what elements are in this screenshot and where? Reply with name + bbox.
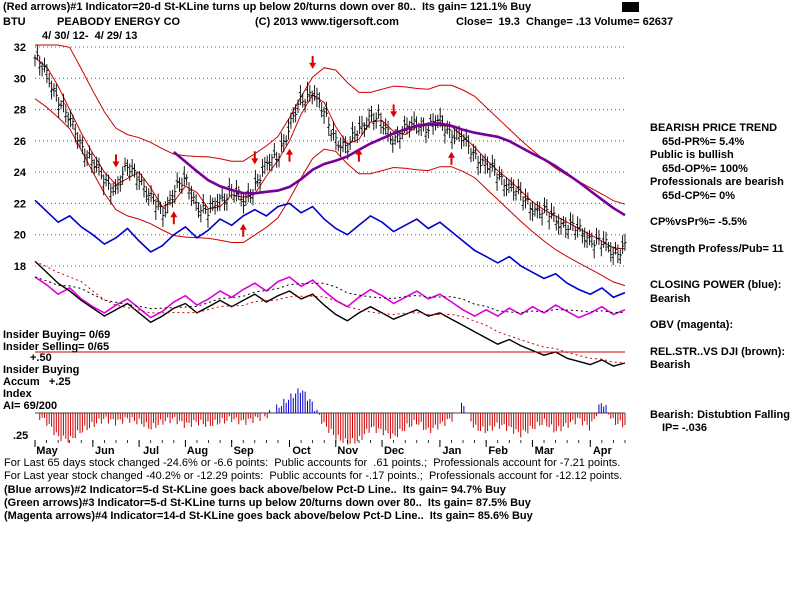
price-axis-label: 30: [14, 73, 26, 85]
highlight-block: [622, 2, 639, 12]
closing-power-line: [34, 199, 626, 299]
footer-line: (Magenta arrows)#4 Indicator=14-d St-KLi…: [4, 510, 533, 523]
right-panel-line: 65d-OP%= 100%: [662, 162, 748, 175]
month-axis-label: May: [36, 445, 58, 457]
right-panel-line: Bearish: [650, 292, 691, 305]
month-axis-label: Oct: [292, 445, 311, 457]
right-panel-line: Professionals are bearish: [650, 176, 784, 188]
price-axis-label: 24: [14, 167, 27, 179]
right-panel-line: Bearish: Distubtion Falling: [650, 408, 790, 421]
price-axis-label: 20: [14, 230, 26, 242]
price-axis-label: 22: [14, 198, 26, 210]
month-axis: May Jun Jul Aug Sep Oct Nov Dec Jan Feb Mar Apr: [34, 440, 626, 457]
copyright-text: (C) 2013 www.tigersoft.com: [255, 16, 399, 28]
accum-histogram: [35, 388, 626, 445]
footer-line: (Blue arrows)#2 Indicator=5-d St-KLine g…: [4, 483, 506, 496]
rel-str-vs-dji-line: [34, 260, 626, 367]
insider-selling-label: Insider Selling= 0/65: [3, 341, 110, 353]
ma-purple-line: [172, 122, 626, 217]
right-panel-line: 65d-PR%= 5.4%: [662, 135, 745, 148]
indicator1-caption: (Red arrows)#1 Indicator=20-d St-KLine t…: [3, 1, 532, 13]
right-panel-line: IP= -.036: [662, 422, 707, 434]
company-name: PEABODY ENERGY CO: [57, 16, 181, 28]
date-range: 4/ 30/ 12- 4/ 29/ 13: [42, 30, 138, 42]
accum-index-value: AI= 69/200: [3, 400, 58, 412]
candlesticks: [33, 45, 627, 266]
accum-index-label-2: Accum +.25: [3, 376, 71, 388]
ticker-symbol: BTU: [3, 16, 26, 28]
month-axis-label: Jun: [95, 445, 115, 457]
footer-line: For Last 65 days stock changed -24.6% or…: [4, 457, 621, 469]
accum-index-label-1: Insider Buying: [3, 364, 80, 376]
month-axis-label: Feb: [488, 445, 508, 457]
price-axis-label: 32: [14, 42, 26, 54]
month-axis-label: Aug: [187, 445, 208, 457]
grid-layer: 32 30 28 26 24 22 20 18: [14, 42, 625, 273]
price-axis-label: 28: [14, 105, 26, 117]
month-axis-label: Jul: [143, 445, 159, 457]
quote-summary: Close= 19.3 Change= .13 Volume= 62637: [456, 16, 674, 28]
analysis-panel: BEARISH PRICE TREND 65d-PR%= 5.4% Public i…: [650, 122, 799, 436]
accum-scale-25: .25: [13, 430, 29, 442]
month-axis-label: Mar: [535, 445, 555, 457]
right-panel-line: CP%vsPr%= -5.5%: [650, 216, 747, 228]
right-panel-line: CLOSING POWER (blue):: [650, 279, 782, 291]
band-lines: [34, 44, 626, 287]
insider-buying-label: Insider Buying= 0/69: [3, 329, 111, 341]
footer-commentary: For Last 65 days stock changed -24.6% or…: [4, 457, 796, 523]
price-axis-label: 26: [14, 136, 26, 148]
right-panel-line: REL.STR..VS DJI (brown):: [650, 345, 786, 358]
right-panel-line: OBV (magenta):: [650, 319, 734, 331]
month-axis-label: Nov: [337, 445, 359, 457]
month-axis-label: Sep: [234, 445, 254, 457]
right-panel-line: Strength Profess/Pub= 11: [650, 242, 784, 255]
right-panel-line: Public is bullish: [650, 149, 734, 161]
month-axis-label: Jan: [442, 445, 461, 457]
right-panel-line: BEARISH PRICE TREND: [650, 122, 778, 134]
right-panel-line: 65d-CP%= 0%: [662, 189, 736, 202]
accum-scale-plus50: +.50: [30, 352, 52, 364]
footer-line: (Green arrows)#3 Indicator=5-d St-KLine …: [4, 496, 531, 509]
dotted-ma-lines: [34, 260, 626, 364]
price-axis-label: 18: [14, 261, 26, 273]
footer-line: For Last year stock changed -40.2% or -1…: [4, 470, 623, 483]
month-axis-label: Apr: [593, 445, 613, 457]
right-panel-line: Bearish: [650, 359, 691, 371]
month-axis-label: Dec: [384, 445, 404, 457]
signal-arrows: [112, 55, 455, 237]
obv-line: [34, 276, 626, 319]
accum-index-label-3: Index: [3, 388, 32, 400]
